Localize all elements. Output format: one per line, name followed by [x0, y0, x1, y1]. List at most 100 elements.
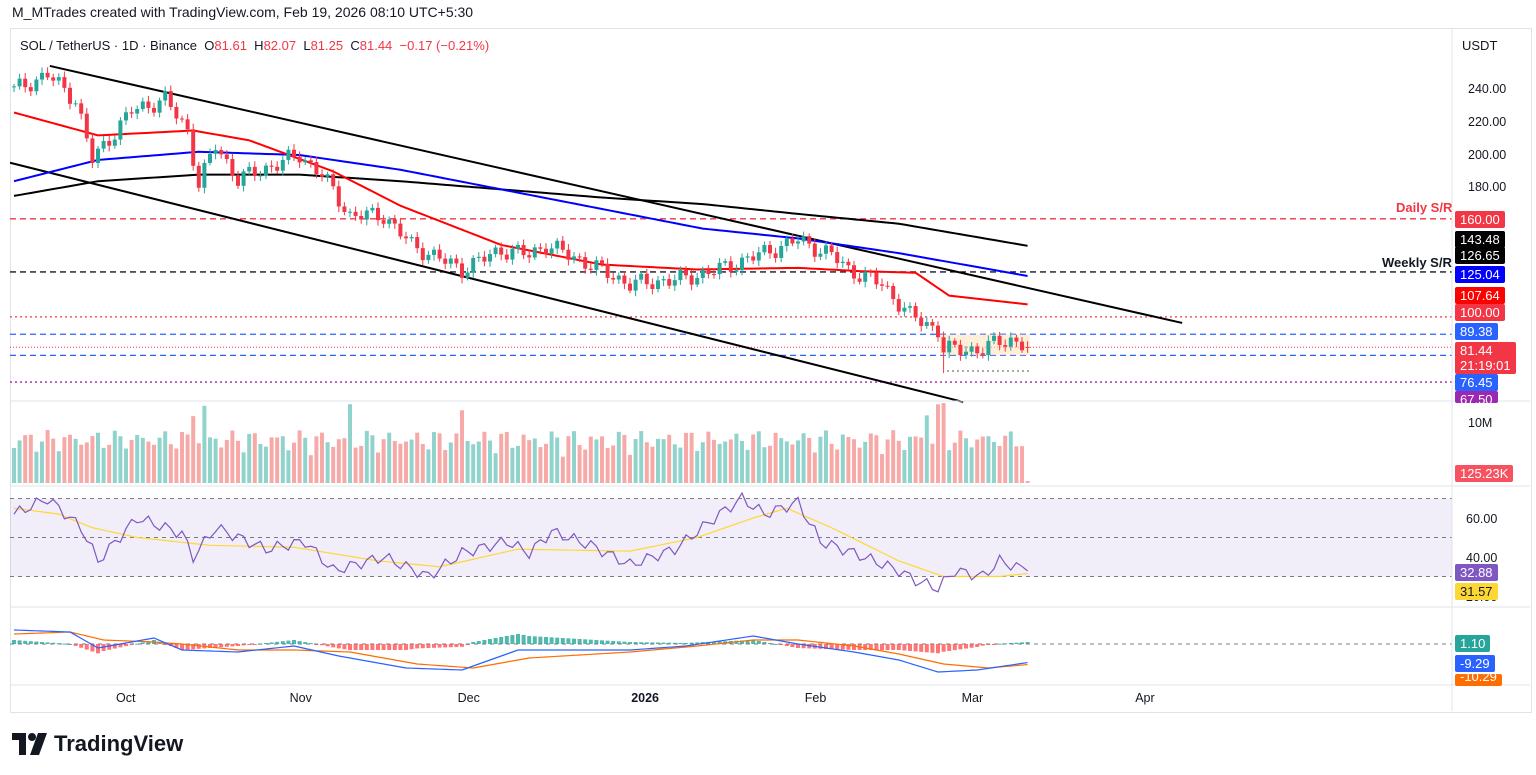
candle-body [364, 210, 369, 220]
volume-bar [1025, 481, 1030, 483]
volume-bar [577, 445, 582, 483]
price-tick: 180.00 [1468, 180, 1506, 194]
volume-bar [684, 432, 688, 483]
candle-body [532, 247, 537, 258]
currency-button[interactable]: USDT [1462, 38, 1498, 53]
candle-body [1003, 345, 1008, 347]
author-credit: M_MTrades created with TradingView.com, … [12, 4, 474, 20]
time-tick: 2026 [631, 691, 659, 705]
macd-histogram-bar [1003, 643, 1008, 645]
candle-body [986, 340, 991, 356]
macd-histogram-bar [471, 642, 476, 644]
rsi-line [13, 491, 1028, 593]
macd-histogram-bar [852, 644, 856, 650]
macd-histogram-bar [51, 642, 56, 644]
volume-bar [286, 450, 291, 483]
volume-bar [84, 442, 89, 483]
macd-histogram-bar [560, 638, 565, 644]
volume-bar [639, 431, 644, 483]
volume-bar [146, 441, 151, 483]
volume-bar [840, 434, 845, 483]
macd-histogram-bar [880, 644, 884, 650]
candle-body [628, 283, 632, 291]
volume-bar [734, 433, 739, 483]
candle-body [622, 275, 627, 284]
daily-sr-label: Daily S/R [1396, 200, 1453, 215]
tradingview-logo[interactable]: TradingView [12, 731, 183, 757]
candle-body [493, 247, 498, 255]
candle-body [880, 284, 884, 286]
candle-body [96, 148, 100, 164]
candle-body [756, 252, 761, 261]
volume-bar [779, 438, 784, 483]
macd-histogram-bar [443, 644, 448, 648]
macd-histogram-bar [712, 641, 716, 644]
candle-body [180, 118, 184, 120]
candle-body [292, 149, 296, 157]
price-tag: 67.50 [1455, 391, 1498, 403]
macd-histogram-bar [980, 644, 985, 646]
high-label: H [254, 38, 264, 53]
candle-body [695, 277, 700, 285]
volume-bar [297, 430, 302, 483]
macd-histogram-bar [740, 640, 744, 644]
candle-body [314, 162, 319, 175]
macd-histogram-bar [359, 644, 364, 650]
macd-histogram-bar [768, 643, 772, 644]
macd-histogram-bar [107, 644, 112, 650]
macd-histogram-bar [56, 643, 61, 645]
candle-body [712, 274, 716, 276]
macd-histogram-bar [314, 644, 319, 645]
volume-bar [499, 433, 504, 483]
candle-body [426, 254, 431, 261]
candle-body [348, 211, 352, 213]
volume-bar [387, 432, 392, 483]
macd-histogram-bar [516, 634, 520, 644]
macd-histogram-bar [12, 640, 16, 644]
volume-bar [829, 443, 834, 483]
volume-bar [790, 444, 795, 483]
macd-histogram-bar [532, 636, 537, 644]
candle-body [247, 166, 252, 172]
volume-bar [191, 416, 196, 483]
candle-body [163, 91, 168, 101]
volume-bar [706, 431, 711, 483]
volume-bar [723, 441, 728, 483]
volume-bar [308, 455, 313, 483]
volume-bar [594, 439, 599, 483]
volume-bar [661, 439, 666, 483]
candle-body [152, 107, 156, 113]
price-tag: 89.38 [1455, 323, 1498, 340]
volume-bar [980, 436, 985, 483]
volume-bar [521, 434, 526, 483]
volume-bar [667, 434, 672, 483]
volume-bar [628, 454, 632, 483]
price-tag: 81.44 21:19:01 [1455, 342, 1516, 374]
volume-bar [376, 452, 380, 483]
macd-histogram-bar [247, 644, 252, 645]
candle-body [84, 113, 89, 139]
macd-histogram-bar [672, 642, 677, 644]
volume-bar [409, 439, 414, 483]
candle-body [191, 129, 196, 166]
macd-histogram-bar [292, 640, 296, 644]
price-tag-value: 81.44 [1460, 343, 1493, 358]
symbol-label[interactable]: SOL / TetherUS · 1D · Binance [20, 38, 198, 53]
volume-bars [12, 403, 1030, 483]
macd-histogram-bar [773, 644, 778, 645]
candle-body [269, 165, 274, 167]
candle-body [168, 91, 173, 107]
volume-bar [874, 435, 879, 483]
volume-bar [314, 436, 319, 483]
ma50-line [13, 111, 1028, 306]
candle-body [656, 280, 660, 290]
volume-bar [868, 433, 873, 483]
volume-bar [611, 445, 616, 483]
candle-body [258, 175, 263, 177]
volume-bar [913, 436, 918, 483]
macd-histogram-bar [824, 644, 828, 649]
candle-body [773, 253, 778, 258]
candle-body [202, 162, 207, 188]
macd-histogram-bar [588, 639, 593, 644]
